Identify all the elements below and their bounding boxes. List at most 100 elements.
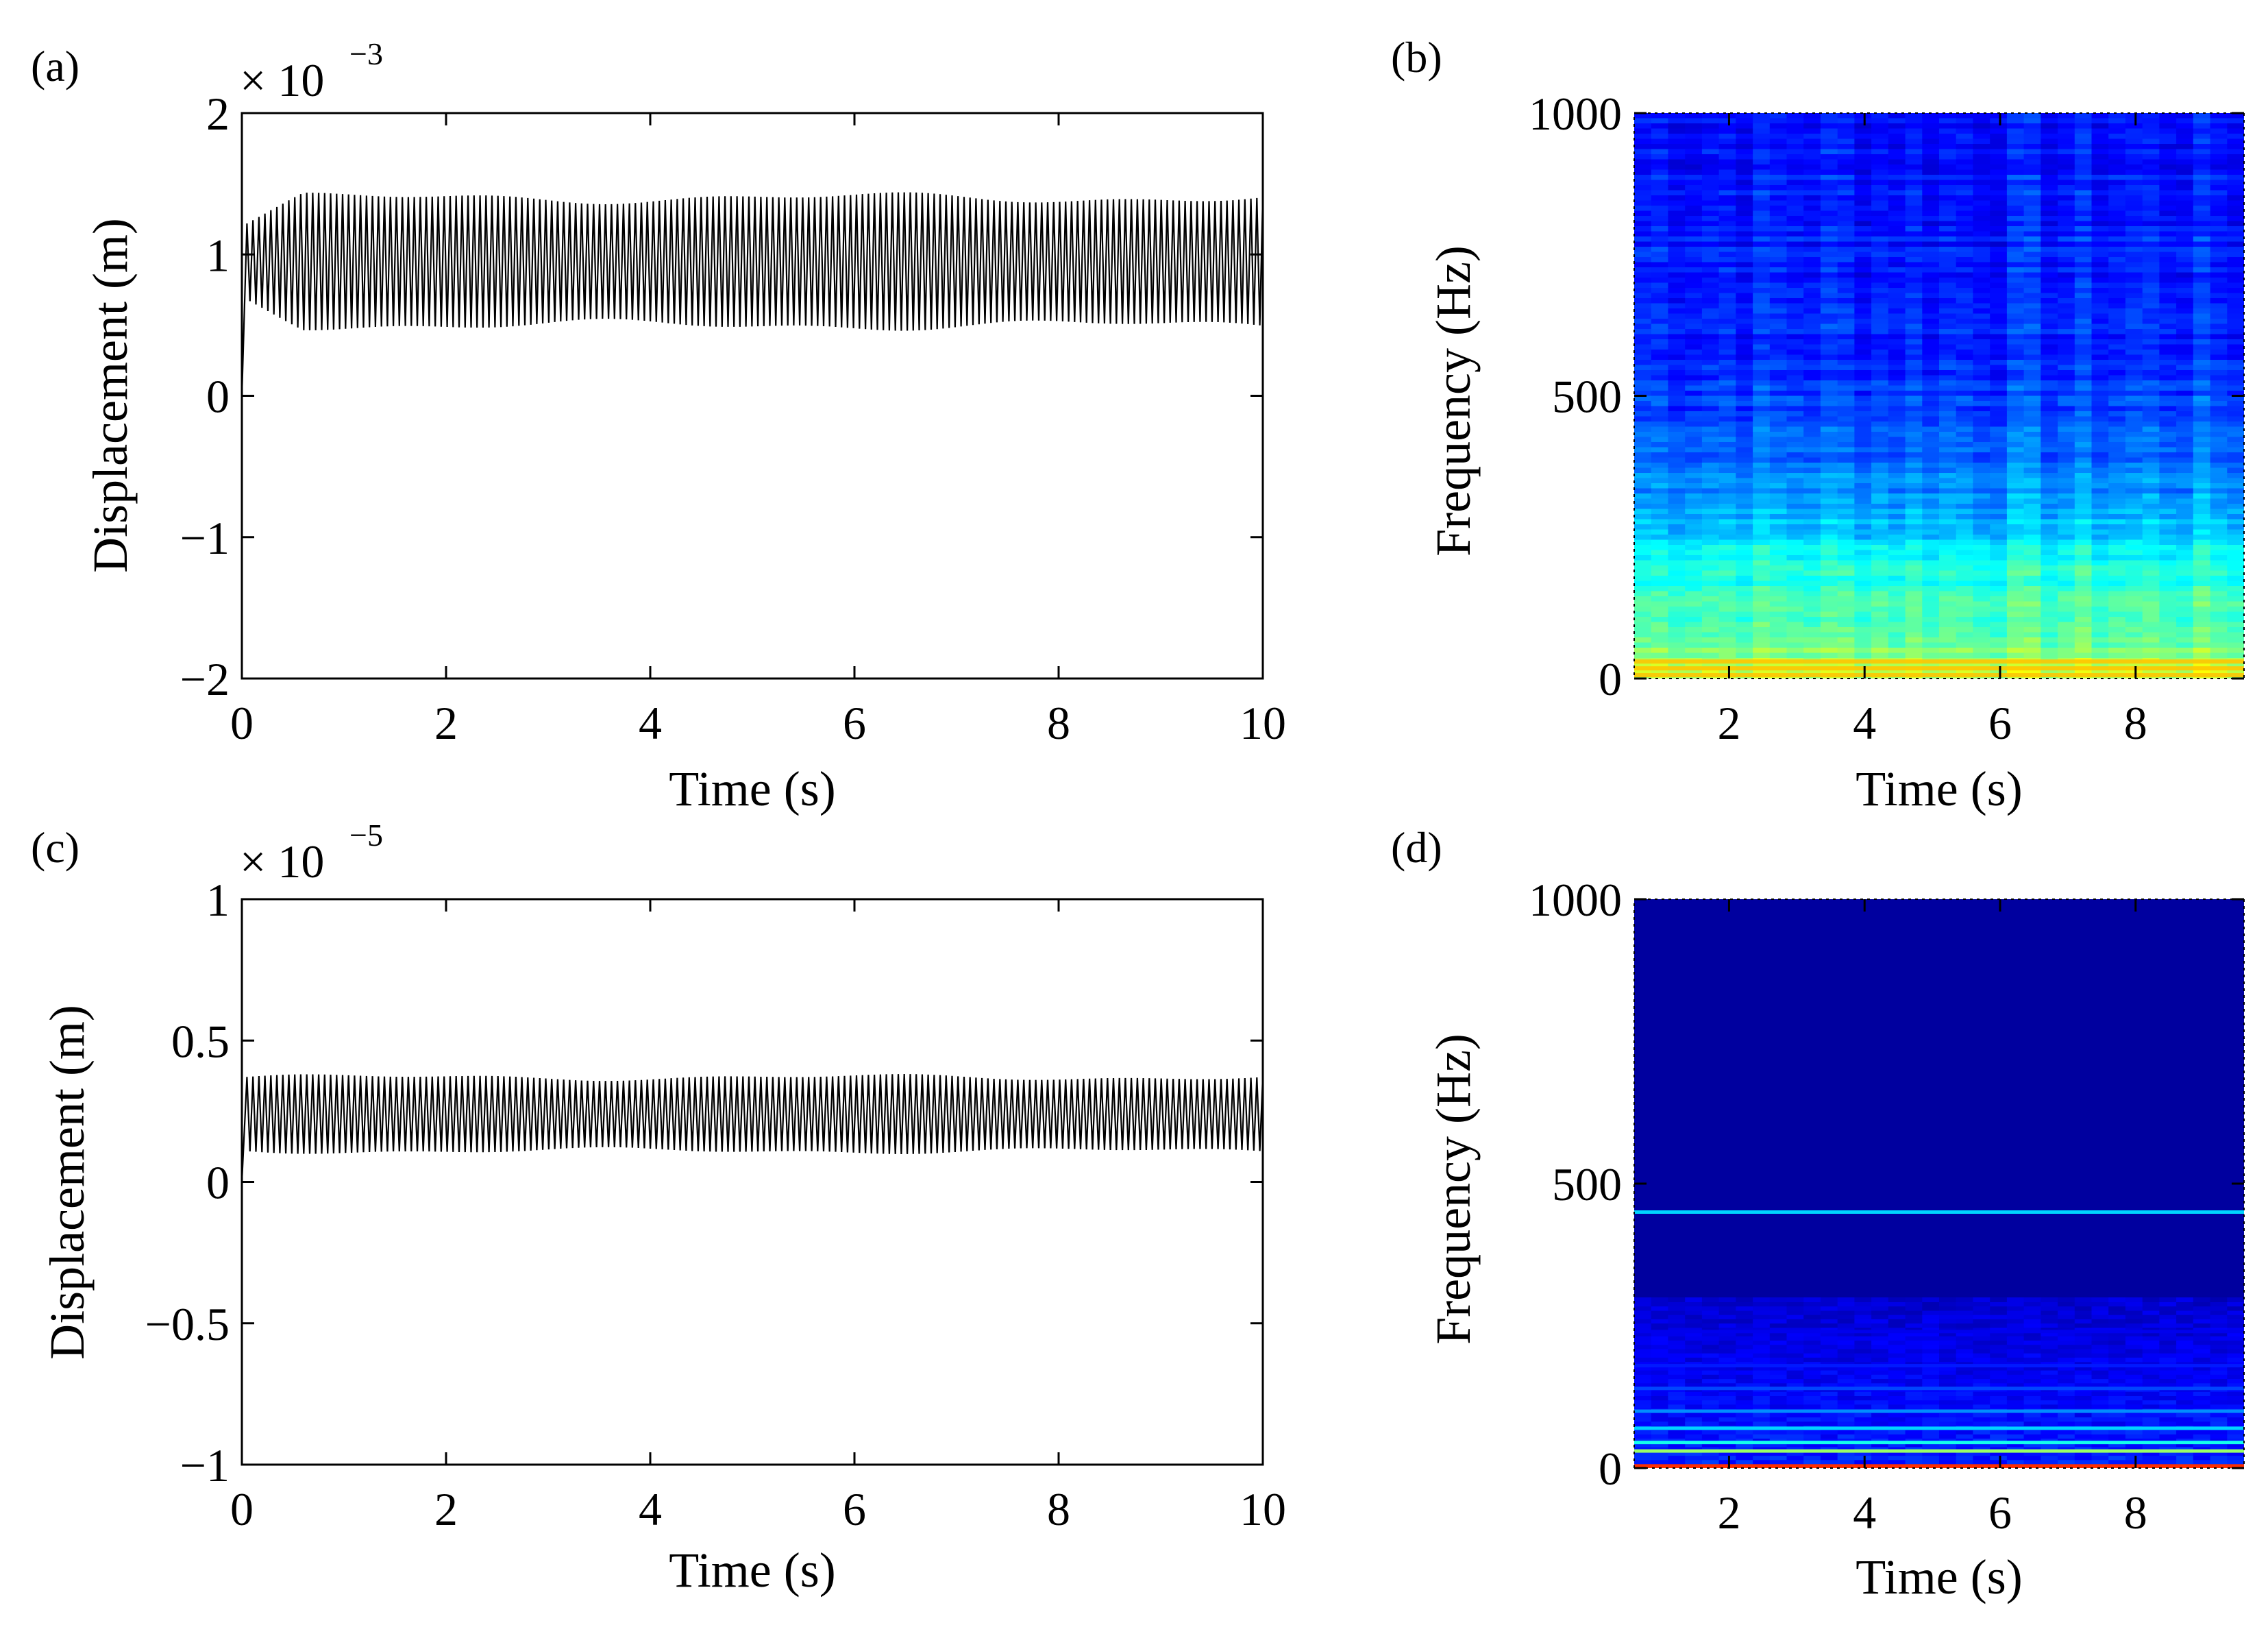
spectrogram-cell: [1922, 637, 1940, 644]
spectrogram-cell: [1973, 159, 1990, 165]
spectrogram-cell: [2142, 586, 2160, 592]
spectrogram-cell: [1956, 360, 1974, 366]
spectrogram-cell: [1634, 632, 1652, 638]
spectrogram-cell: [2159, 488, 2177, 494]
spectrogram-cell: [1736, 576, 1753, 582]
spectrogram-cell: [1990, 180, 2008, 186]
spectrogram-cell: [1769, 1357, 1788, 1363]
spectrogram-cell: [1685, 550, 1703, 556]
spectrogram-cell: [1668, 550, 1686, 556]
spectrogram-cell: [2091, 1434, 2109, 1439]
spectrogram-cell: [2125, 432, 2143, 438]
spectrogram-cell: [1820, 144, 1838, 150]
spectrogram-cell: [1905, 1382, 1923, 1388]
spectrogram-cell: [1769, 380, 1788, 387]
spectrogram-cell: [1973, 354, 1990, 361]
spectrogram-cell: [1922, 1434, 1940, 1439]
spectrogram-cell: [1634, 637, 1652, 644]
spectrogram-cell: [2041, 231, 2058, 237]
spectrogram-cell: [1990, 395, 2008, 402]
spectrogram-cell: [1854, 278, 1872, 284]
spectrogram-cell: [2074, 524, 2093, 530]
spectrogram-cell: [1634, 210, 1652, 217]
spectrogram-cell: [2210, 535, 2228, 541]
spectrogram-cell: [1837, 180, 1856, 186]
spectrogram-cell: [2108, 1395, 2126, 1401]
spectrogram-cell: [2023, 1395, 2042, 1401]
spectrogram-cell: [1871, 1438, 1889, 1443]
spectrogram-cell: [1685, 622, 1703, 628]
spectrogram-cell: [2091, 344, 2109, 350]
spectrogram-cell: [1939, 252, 1957, 258]
spectrogram-cell: [1803, 169, 1821, 175]
spectrogram-cell: [1803, 447, 1821, 453]
spectrogram-cell: [2227, 539, 2244, 546]
spectrogram-cell: [2108, 308, 2126, 315]
spectrogram-cell: [2023, 164, 2042, 171]
spectrogram-cell: [1871, 1361, 1889, 1367]
spectrogram-cell: [2142, 350, 2160, 356]
spectrogram-cell: [1803, 344, 1821, 350]
spectrogram-cell: [1786, 164, 1804, 171]
spectrogram-cell: [1956, 370, 1974, 376]
spectrogram-cell: [1922, 437, 1940, 443]
spectrogram-cell: [1736, 550, 1753, 556]
spectrogram-cell: [1939, 648, 1957, 654]
spectrogram-cell: [2159, 611, 2177, 618]
spectrogram-cell: [1634, 1413, 1652, 1418]
spectrogram-cell: [2108, 1404, 2126, 1409]
spectrogram-cell: [2125, 267, 2143, 273]
spectrogram-cell: [2210, 1413, 2228, 1418]
spectrogram-cell: [2227, 221, 2244, 227]
spectrogram-cell: [1956, 1434, 1974, 1439]
spectrogram-cell: [1718, 1446, 1737, 1452]
spectrogram-cell: [1888, 154, 1906, 160]
spectrogram-cell: [1803, 323, 1821, 330]
spectrogram-cell: [1939, 354, 1957, 361]
spectrogram-cell: [1854, 247, 1872, 253]
spectrogram-cell: [1956, 231, 1974, 237]
spectrogram-cell: [2074, 560, 2093, 566]
spectrogram-cell: [2193, 1417, 2211, 1422]
spectrogram-cell: [1753, 483, 1771, 489]
spectrogram-cell: [1701, 1459, 1720, 1465]
spectrogram-cell: [2210, 555, 2228, 561]
spectrogram-cell: [2210, 467, 2228, 474]
spectrogram-cell: [1803, 498, 1821, 504]
spectrogram-cell: [1956, 493, 1974, 500]
spectrogram-cell: [2210, 581, 2228, 587]
spectrogram-cell: [2193, 159, 2211, 165]
spectrogram-cell: [1939, 1417, 1957, 1422]
spectrogram-cell: [1820, 319, 1838, 325]
spectrogram-cell: [1651, 668, 1669, 674]
spectrogram-cell: [2108, 442, 2126, 448]
spectrogram-cell: [1888, 668, 1906, 674]
spectrogram-cell: [1651, 601, 1669, 607]
spectral-line: [1634, 673, 2244, 678]
spectrogram-cell: [1718, 1378, 1737, 1384]
spectrogram-cell: [1803, 632, 1821, 638]
spectrogram-cell: [1668, 663, 1686, 669]
spectrogram-cell: [1888, 406, 1906, 412]
spectrogram-cell: [1871, 535, 1889, 541]
spectrogram-cell: [2125, 1361, 2143, 1367]
spectrogram-cell: [1871, 596, 1889, 602]
spectral-line: [1634, 666, 2244, 671]
spectrogram-cell: [2041, 550, 2058, 556]
spectrogram-cell: [1803, 457, 1821, 463]
spectrogram-cell: [2227, 200, 2244, 206]
spectrogram-cell: [2193, 1413, 2211, 1418]
spectrogram-cell: [1990, 406, 2008, 412]
spectrogram-cell: [2041, 426, 2058, 432]
spectrogram-cell: [2091, 488, 2109, 494]
spectrogram-cell: [2176, 1451, 2194, 1456]
spectrogram-cell: [2193, 334, 2211, 340]
spectrogram-cell: [1871, 1357, 1889, 1363]
spectrogram-cell: [1736, 401, 1753, 407]
spectrogram-cell: [1820, 138, 1838, 145]
spectrogram-cell: [2227, 216, 2244, 222]
spectrogram-cell: [2125, 648, 2143, 654]
spectrogram-cell: [1769, 144, 1788, 150]
spectrogram-cell: [1634, 380, 1652, 387]
spectrogram-cell: [2193, 164, 2211, 171]
